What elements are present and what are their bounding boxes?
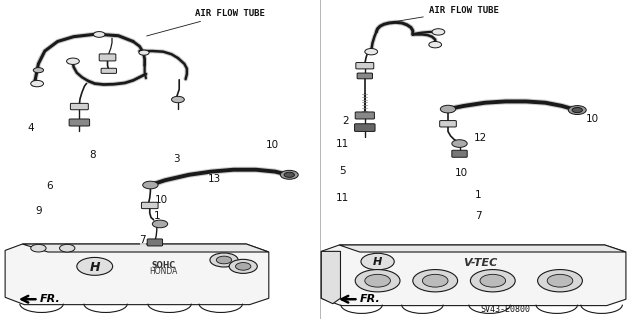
Text: 3: 3 [173, 154, 179, 165]
Text: 7: 7 [140, 235, 146, 245]
FancyBboxPatch shape [356, 63, 374, 69]
Circle shape [429, 41, 442, 48]
Circle shape [470, 270, 515, 292]
Circle shape [33, 68, 44, 73]
Circle shape [93, 32, 105, 37]
Circle shape [236, 263, 251, 270]
Circle shape [413, 270, 458, 292]
Polygon shape [321, 251, 340, 304]
Circle shape [31, 80, 44, 87]
Circle shape [216, 256, 232, 264]
Text: 5: 5 [339, 166, 346, 176]
Circle shape [152, 220, 168, 228]
Polygon shape [22, 244, 269, 252]
Text: 8: 8 [90, 150, 96, 160]
Polygon shape [321, 245, 626, 306]
Circle shape [280, 170, 298, 179]
Text: 10: 10 [586, 114, 600, 124]
Text: 10: 10 [266, 140, 279, 150]
Polygon shape [5, 244, 269, 305]
Text: H: H [373, 257, 382, 267]
Circle shape [547, 274, 573, 287]
Text: 2: 2 [342, 115, 349, 126]
FancyBboxPatch shape [141, 202, 158, 209]
FancyBboxPatch shape [452, 150, 467, 157]
Circle shape [355, 270, 400, 292]
FancyBboxPatch shape [101, 68, 116, 73]
FancyBboxPatch shape [147, 239, 163, 246]
Text: 9: 9 [35, 205, 42, 216]
Text: FR.: FR. [360, 293, 380, 304]
Text: AIR FLOW TUBE: AIR FLOW TUBE [147, 9, 265, 36]
FancyBboxPatch shape [69, 119, 90, 126]
Text: H: H [90, 261, 100, 273]
Circle shape [572, 108, 582, 113]
Text: 10: 10 [155, 195, 168, 205]
Circle shape [77, 257, 113, 275]
FancyBboxPatch shape [357, 73, 372, 79]
Text: 1: 1 [475, 189, 481, 200]
Text: AIR FLOW TUBE: AIR FLOW TUBE [393, 6, 499, 22]
Circle shape [139, 50, 149, 55]
FancyBboxPatch shape [70, 103, 88, 110]
Circle shape [568, 106, 586, 115]
Text: 11: 11 [336, 193, 349, 204]
FancyBboxPatch shape [440, 121, 456, 127]
Circle shape [31, 244, 46, 252]
Text: HONDA: HONDA [149, 267, 177, 276]
Circle shape [422, 274, 448, 287]
Circle shape [67, 58, 79, 64]
FancyBboxPatch shape [355, 124, 375, 131]
FancyBboxPatch shape [99, 54, 116, 61]
Circle shape [284, 172, 294, 177]
Circle shape [361, 253, 394, 270]
Circle shape [365, 48, 378, 55]
FancyBboxPatch shape [355, 112, 374, 119]
Text: SOHC: SOHC [151, 261, 175, 270]
Text: 10: 10 [454, 168, 468, 178]
Circle shape [480, 274, 506, 287]
Circle shape [538, 270, 582, 292]
Circle shape [365, 274, 390, 287]
Text: SV43-E0800: SV43-E0800 [481, 305, 531, 314]
Text: 12: 12 [474, 133, 487, 143]
Circle shape [172, 96, 184, 103]
Polygon shape [339, 245, 626, 252]
Text: 13: 13 [208, 174, 221, 184]
Circle shape [229, 259, 257, 273]
Text: 6: 6 [47, 181, 53, 191]
Circle shape [143, 181, 158, 189]
Circle shape [452, 140, 467, 147]
Text: FR.: FR. [40, 293, 60, 304]
Circle shape [210, 253, 238, 267]
Text: 4: 4 [28, 122, 34, 133]
Circle shape [60, 244, 75, 252]
Text: V-TEC: V-TEC [463, 258, 497, 268]
Circle shape [440, 105, 456, 113]
Text: 1: 1 [154, 211, 160, 221]
Text: 7: 7 [475, 211, 481, 221]
Circle shape [432, 29, 445, 35]
Text: 11: 11 [336, 139, 349, 149]
